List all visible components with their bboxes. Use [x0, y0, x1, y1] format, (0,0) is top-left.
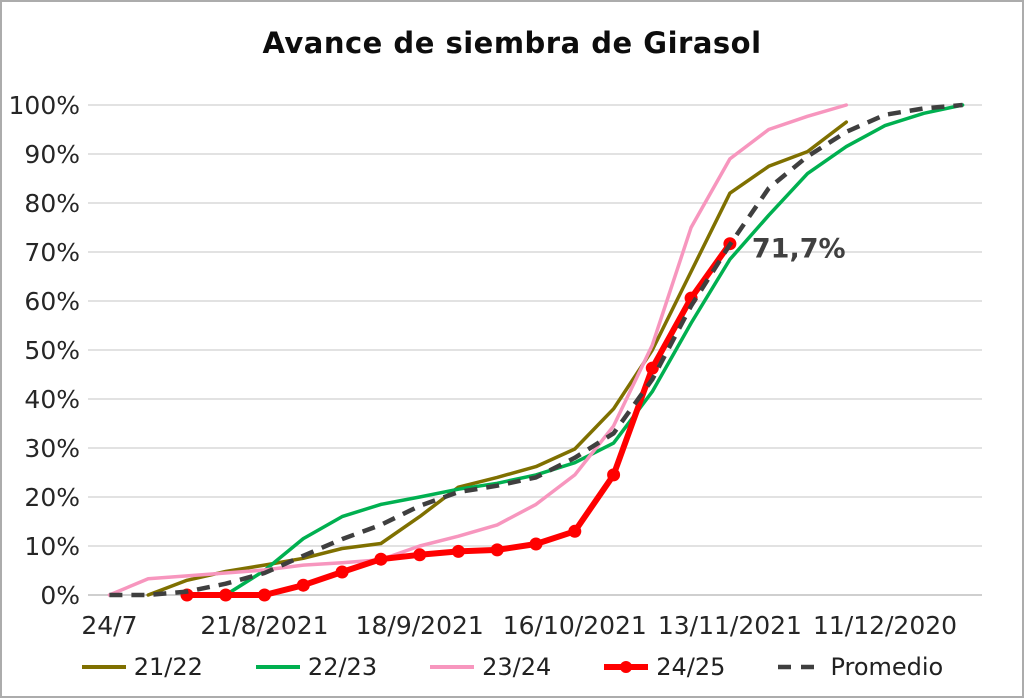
data-point-marker-24/25 — [568, 524, 582, 538]
legend-swatch-22/23 — [255, 665, 300, 669]
legend-item-Promedio: Promedio — [777, 653, 943, 681]
data-point-marker-24/25 — [529, 537, 543, 551]
legend-swatch-21/22 — [81, 665, 126, 669]
y-tick-label: 0% — [40, 581, 80, 610]
legend-item-22/23: 22/23 — [255, 653, 377, 681]
legend-item-24/25: 24/25 — [603, 653, 725, 681]
series-line-23/24 — [107, 103, 849, 597]
x-tick-label: 11/12/2020 — [813, 611, 957, 640]
data-point-marker-24/25 — [413, 548, 427, 562]
y-tick-label: 30% — [24, 434, 80, 463]
data-point-marker-24/25 — [258, 588, 271, 602]
x-tick-label: 18/9/2021 — [356, 611, 484, 640]
legend-swatch-24/25 — [604, 661, 649, 673]
data-point-marker-24/25 — [219, 588, 233, 602]
data-point-marker-24/25 — [374, 552, 388, 566]
y-tick-label: 10% — [24, 532, 80, 561]
x-tick-label: 13/11/2021 — [658, 611, 802, 640]
x-tick-label: 21/8/2021 — [200, 611, 328, 640]
legend-item-21/22: 21/22 — [81, 653, 203, 681]
y-tick-label: 50% — [24, 336, 80, 365]
series-line-21/22 — [146, 120, 849, 597]
x-tick-label: 16/10/2021 — [503, 611, 647, 640]
legend-label-21/22: 21/22 — [133, 653, 203, 681]
y-tick-label: 100% — [9, 91, 80, 120]
chart-title: Avance de siembra de Girasol — [262, 26, 762, 60]
data-point-marker-24/25 — [335, 565, 349, 579]
data-point-marker-24/25 — [645, 361, 659, 375]
legend-label-22/23: 22/23 — [307, 653, 378, 681]
y-tick-label: 90% — [24, 140, 80, 169]
series-line-24/25 — [184, 240, 733, 598]
legend-label-24/25: 24/25 — [656, 653, 726, 681]
legend-label-Promedio: Promedio — [830, 653, 944, 681]
data-point-marker-24/25 — [451, 544, 465, 558]
legend-label-23/24: 23/24 — [482, 653, 552, 681]
data-point-marker-24/25 — [490, 543, 504, 557]
data-point-marker-24/25 — [296, 578, 310, 592]
series-line-Promedio — [109, 102, 963, 598]
y-tick-label: 20% — [24, 483, 80, 512]
y-tick-label: 60% — [24, 287, 80, 316]
y-tick-label: 40% — [24, 385, 80, 414]
x-tick-label: 24/7 — [81, 611, 137, 640]
legend-swatch-Promedio — [778, 664, 823, 670]
legend-item-23/24: 23/24 — [429, 653, 551, 681]
legend-swatch-23/24 — [430, 665, 475, 669]
y-tick-label: 70% — [24, 238, 80, 267]
y-tick-label: 80% — [24, 189, 80, 218]
data-label-annotation: 71,7% — [752, 234, 846, 265]
data-point-marker-24/25 — [607, 468, 621, 482]
chart-legend: 21/22 22/23 23/24 24/25 Promedio — [2, 649, 1022, 685]
